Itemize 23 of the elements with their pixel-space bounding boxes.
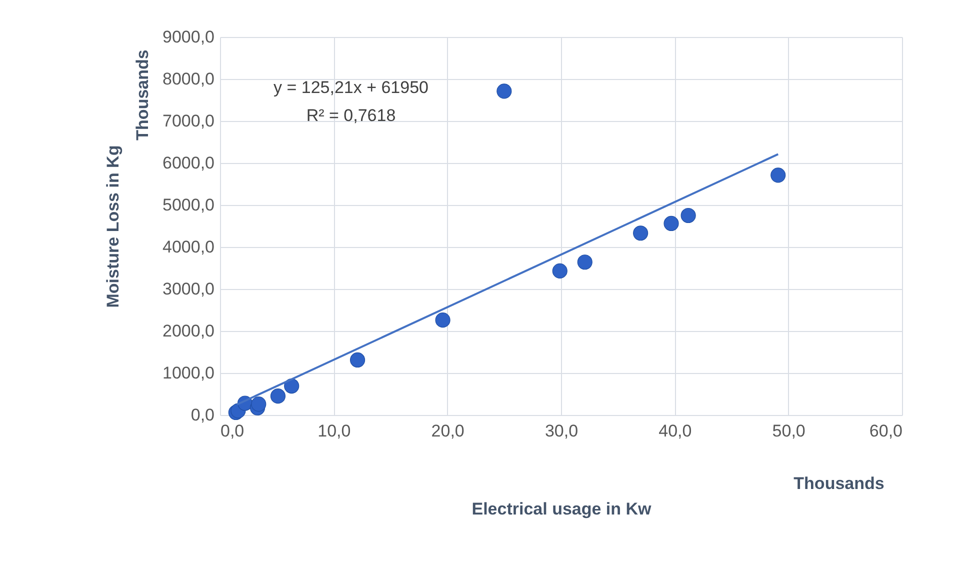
y-tick-label: 5000,0 xyxy=(162,196,214,214)
x-tick-label: 30,0 xyxy=(544,422,578,440)
x-tick-label: 0,0 xyxy=(220,422,244,440)
annotation: R² = 0,7618 xyxy=(306,106,396,126)
x-tick-label: 10,0 xyxy=(318,422,351,440)
y-tick-label: 1000,0 xyxy=(162,364,214,382)
y-axis-title: Moisture Loss in Kg xyxy=(104,145,123,308)
y-tick-label: 6000,0 xyxy=(162,154,214,172)
x-tick-label: 60,0 xyxy=(869,422,902,440)
x-tick-label: 40,0 xyxy=(658,422,692,440)
y-tick-label: 0,0 xyxy=(190,406,214,424)
y-tick-label: 9000,0 xyxy=(162,28,214,46)
y-tick-label: 3000,0 xyxy=(162,280,214,298)
annotation: y = 125,21x + 61950 xyxy=(273,78,429,98)
text: Thousands xyxy=(133,50,153,140)
y-tick-label: 4000,0 xyxy=(162,238,214,256)
x-tick-label: 20,0 xyxy=(431,422,464,440)
y-tick-label: 7000,0 xyxy=(162,112,214,130)
x-tick-label: 50,0 xyxy=(772,422,806,440)
y-tick-label: 2000,0 xyxy=(162,322,214,340)
y-tick-label: 8000,0 xyxy=(162,70,214,88)
x-axis-title: Electrical usage in Kw xyxy=(472,500,652,518)
text: Thousands xyxy=(794,474,884,494)
